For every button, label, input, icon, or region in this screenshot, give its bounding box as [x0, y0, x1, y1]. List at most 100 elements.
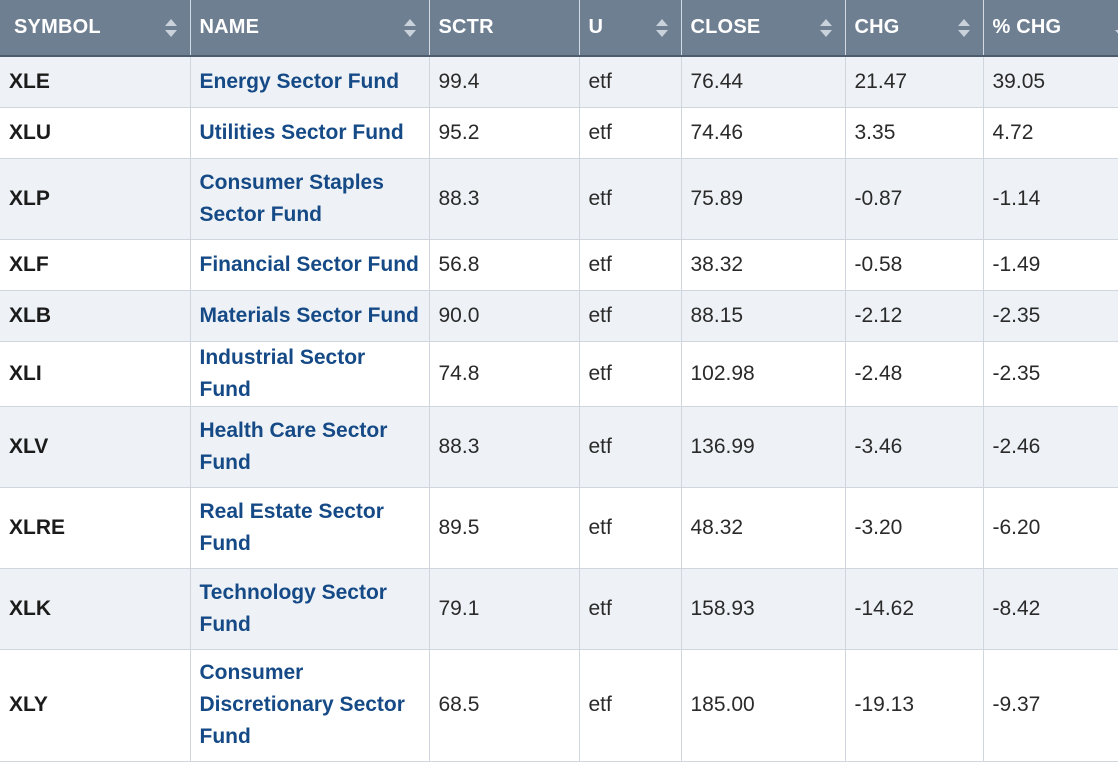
cell-chg: -0.58	[845, 239, 983, 290]
cell-u: etf	[579, 406, 681, 487]
cell-name: Technology Sector Fund	[190, 568, 429, 649]
cell-name: Industrial Sector Fund	[190, 341, 429, 406]
cell-pct-chg: -1.14	[983, 158, 1118, 239]
cell-pct-chg: -2.35	[983, 341, 1118, 406]
cell-chg: 21.47	[845, 56, 983, 107]
sort-icon[interactable]	[164, 18, 178, 38]
cell-symbol: XLV	[0, 406, 190, 487]
cell-close: 75.89	[681, 158, 845, 239]
cell-pct-chg: -2.46	[983, 406, 1118, 487]
cell-chg: -2.12	[845, 290, 983, 341]
cell-close: 74.46	[681, 107, 845, 158]
cell-symbol: XLE	[0, 56, 190, 107]
cell-sctr: 68.5	[429, 649, 579, 761]
sort-icon[interactable]	[403, 18, 417, 38]
cell-u: etf	[579, 649, 681, 761]
cell-sctr: 74.8	[429, 341, 579, 406]
cell-u: etf	[579, 56, 681, 107]
cell-symbol: XLF	[0, 239, 190, 290]
fund-name-link[interactable]: Energy Sector Fund	[200, 70, 400, 93]
column-header-label: CHG	[855, 16, 900, 38]
cell-chg: -0.87	[845, 158, 983, 239]
cell-u: etf	[579, 341, 681, 406]
column-header-sctr[interactable]: SCTR	[429, 0, 579, 56]
cell-name: Energy Sector Fund	[190, 56, 429, 107]
cell-symbol: XLRE	[0, 487, 190, 568]
cell-close: 158.93	[681, 568, 845, 649]
cell-pct-chg: -1.49	[983, 239, 1118, 290]
fund-name-link[interactable]: Utilities Sector Fund	[200, 121, 404, 144]
cell-name: Utilities Sector Fund	[190, 107, 429, 158]
column-header-pct-chg[interactable]: % CHG	[983, 0, 1118, 56]
column-header-u[interactable]: U	[579, 0, 681, 56]
cell-chg: 3.35	[845, 107, 983, 158]
sort-icon[interactable]	[819, 18, 833, 38]
column-header-label: NAME	[200, 16, 260, 38]
fund-name-link[interactable]: Consumer Staples Sector Fund	[200, 171, 384, 226]
cell-close: 185.00	[681, 649, 845, 761]
fund-name-link[interactable]: Health Care Sector Fund	[200, 419, 388, 474]
cell-name: Consumer Discretionary Sector Fund	[190, 649, 429, 761]
cell-u: etf	[579, 290, 681, 341]
cell-sctr: 88.3	[429, 158, 579, 239]
fund-name-link[interactable]: Financial Sector Fund	[200, 253, 419, 276]
cell-u: etf	[579, 239, 681, 290]
cell-symbol: XLY	[0, 649, 190, 761]
cell-close: 88.15	[681, 290, 845, 341]
cell-symbol: XLP	[0, 158, 190, 239]
cell-u: etf	[579, 487, 681, 568]
cell-sctr: 89.5	[429, 487, 579, 568]
cell-sctr: 56.8	[429, 239, 579, 290]
column-header-label: SCTR	[439, 16, 494, 38]
column-header-label: % CHG	[993, 16, 1062, 38]
cell-name: Financial Sector Fund	[190, 239, 429, 290]
cell-close: 102.98	[681, 341, 845, 406]
cell-u: etf	[579, 158, 681, 239]
cell-symbol: XLU	[0, 107, 190, 158]
cell-close: 76.44	[681, 56, 845, 107]
cell-sctr: 95.2	[429, 107, 579, 158]
cell-chg: -19.13	[845, 649, 983, 761]
cell-sctr: 88.3	[429, 406, 579, 487]
cell-pct-chg: 39.05	[983, 56, 1118, 107]
sort-descending-icon[interactable]	[1114, 18, 1118, 38]
column-header-name[interactable]: NAME	[190, 0, 429, 56]
cell-symbol: XLI	[0, 341, 190, 406]
sort-icon[interactable]	[957, 18, 971, 38]
cell-sctr: 99.4	[429, 56, 579, 107]
fund-name-link[interactable]: Real Estate Sector Fund	[200, 500, 384, 555]
column-header-chg[interactable]: CHG	[845, 0, 983, 56]
cell-name: Health Care Sector Fund	[190, 406, 429, 487]
cell-pct-chg: -9.37	[983, 649, 1118, 761]
cell-name: Real Estate Sector Fund	[190, 487, 429, 568]
cell-pct-chg: 4.72	[983, 107, 1118, 158]
cell-chg: -3.46	[845, 406, 983, 487]
fund-name-link[interactable]: Industrial Sector Fund	[200, 346, 366, 401]
cell-symbol: XLK	[0, 568, 190, 649]
column-header-label: U	[589, 16, 604, 38]
cell-close: 38.32	[681, 239, 845, 290]
column-header-label: SYMBOL	[14, 16, 101, 38]
column-header-symbol[interactable]: SYMBOL	[0, 0, 190, 56]
sort-icon[interactable]	[655, 18, 669, 38]
column-header-close[interactable]: CLOSE	[681, 0, 845, 56]
cell-close: 48.32	[681, 487, 845, 568]
fund-name-link[interactable]: Consumer Discretionary Sector Fund	[200, 661, 405, 748]
cell-u: etf	[579, 568, 681, 649]
fund-name-link[interactable]: Technology Sector Fund	[200, 581, 387, 636]
fund-name-link[interactable]: Materials Sector Fund	[200, 304, 419, 327]
cell-name: Materials Sector Fund	[190, 290, 429, 341]
cell-sctr: 79.1	[429, 568, 579, 649]
cell-name: Consumer Staples Sector Fund	[190, 158, 429, 239]
